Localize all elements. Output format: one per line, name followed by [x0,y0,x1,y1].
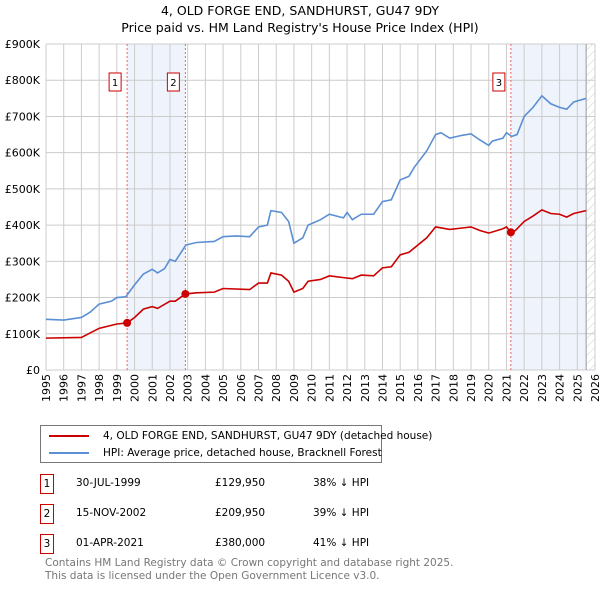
legend-swatch-property [49,435,89,437]
sale-badge-label: 1 [112,78,118,89]
shaded-range-1 [127,44,186,370]
sale-hpi-diff: 41% ↓ HPI [313,537,370,549]
x-tick-label: 2005 [217,374,230,402]
x-tick-label: 1999 [111,374,124,402]
x-tick-label: 1998 [93,374,106,402]
sale-badge-label: 2 [170,78,176,89]
x-tick-label: 2011 [323,374,336,402]
price-chart: 1995 1996 1997 1998 1999 2000 2001 2002 2003 2004… [5,38,600,402]
x-tick-label: 2001 [146,374,159,402]
y-tick-label: £600K [5,147,41,160]
x-tick-label: 2009 [288,374,301,402]
sale-price: £209,950 [215,507,266,519]
x-tick-label: 2025 [571,374,584,402]
footer-licence: This data is licensed under the Open Gov… [45,570,380,582]
x-tick-label: 2010 [306,374,319,402]
y-tick-label: £400K [5,219,41,232]
x-tick-label: 2004 [199,374,212,402]
x-tick-label: 1996 [58,374,71,402]
x-tick-label: 2000 [129,374,142,402]
sale-row-badge: 1 [40,474,54,494]
x-tick-label: 2007 [253,374,266,402]
sale-date: 30-JUL-1999 [76,477,141,489]
x-tick-label: 2024 [554,374,567,402]
y-tick-label: £900K [5,38,41,51]
x-tick-label: 2018 [447,374,460,402]
footer-copyright: Contains HM Land Registry data © Crown c… [45,557,454,569]
y-tick-label: £800K [5,74,41,87]
x-tick-label: 2014 [376,374,389,402]
sale-point-3 [506,228,515,237]
future-hatch [586,44,595,370]
y-tick-label: £200K [5,292,41,305]
x-tick-label: 2021 [500,374,513,402]
x-tick-label: 2008 [270,374,283,402]
y-tick-label: £300K [5,255,41,268]
sale-hpi-diff: 38% ↓ HPI [313,477,370,489]
x-tick-label: 2023 [536,374,549,402]
x-tick-label: 2020 [483,374,496,402]
sale-row: 2 15-NOV-2002 £209,950 39% ↓ HPI [40,504,440,524]
chart-subtitle: Price paid vs. HM Land Registry's House … [121,20,479,35]
x-tick-label: 2017 [430,374,443,402]
hpi-line [45,94,587,321]
legend-swatch-hpi [49,452,89,454]
sale-price: £380,000 [215,537,266,549]
sale-row-badge: 2 [40,504,54,524]
x-tick-label: 2022 [518,374,531,402]
x-tick-label: 1997 [75,374,88,402]
sale-point-2 [181,289,190,298]
sale-hpi-diff: 39% ↓ HPI [313,507,370,519]
shaded-range-2 [510,44,587,370]
y-tick-label: £0 [26,364,40,377]
x-tick-label: 2003 [182,374,195,402]
x-tick-label: 2002 [164,374,177,402]
x-tick-label: 2016 [412,374,425,402]
x-tick-label: 2019 [465,374,478,402]
sale-badge-label: 3 [496,78,502,89]
y-tick-label: £700K [5,110,41,123]
legend-label-hpi: HPI: Average price, detached house, Brac… [103,447,382,459]
sale-badge-2 [166,72,180,92]
sale-badge-1 [108,72,122,92]
sale-point-1 [123,318,132,327]
sale-date: 01-APR-2021 [76,537,144,549]
sale-row-badge: 3 [40,534,54,554]
sale-date: 15-NOV-2002 [76,507,147,519]
legend-label-property: 4, OLD FORGE END, SANDHURST, GU47 9DY (d… [103,430,433,442]
x-tick-label: 2006 [235,374,248,402]
x-tick-label: 1995 [40,374,53,402]
x-tick-label: 2012 [341,374,354,402]
y-tick-label: £500K [5,183,41,196]
chart-title: 4, OLD FORGE END, SANDHURST, GU47 9DY [160,3,440,18]
sale-price: £129,950 [215,477,266,489]
x-tick-label: 2013 [359,374,372,402]
legend: 4, OLD FORGE END, SANDHURST, GU47 9DY (d… [40,425,432,463]
y-tick-label: £100K [5,328,41,341]
sale-row: 3 01-APR-2021 £380,000 41% ↓ HPI [40,534,440,554]
sale-badge-3 [492,72,506,92]
x-tick-label: 2026 [589,374,600,402]
x-tick-label: 2015 [394,374,407,402]
sale-row: 1 30-JUL-1999 £129,950 38% ↓ HPI [40,474,440,494]
